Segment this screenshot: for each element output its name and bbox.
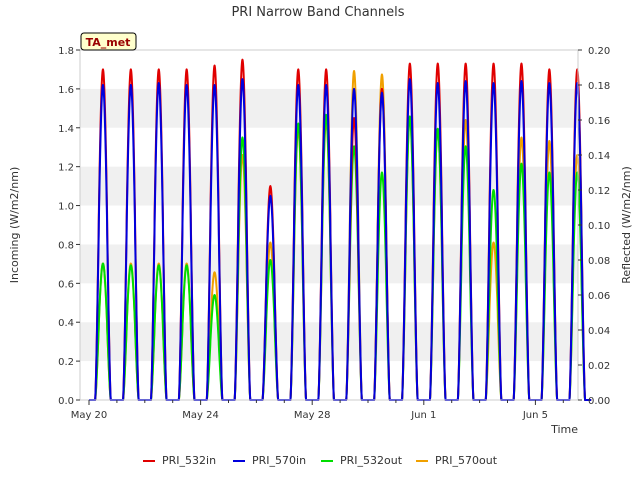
- y-right-tick-label: 0.18: [588, 81, 610, 92]
- y-right-tick-label: 0.12: [588, 186, 610, 197]
- x-tick-label: Jun 5: [522, 410, 548, 421]
- y-left-tick-label: 1.6: [58, 85, 74, 96]
- y-right-tick-label: 0.04: [588, 326, 610, 337]
- y-right-tick-label: 0.02: [588, 361, 610, 372]
- y-right-tick-label: 0.08: [588, 256, 610, 267]
- y-left-tick-label: 1.2: [58, 163, 74, 174]
- y-left-tick-label: 1.8: [58, 46, 74, 57]
- axes: 0.0 0.2 0.4 0.6 0.8 1.0 1.2 1.4 1.6 1.8 0.00 0.02 0.…: [58, 46, 610, 421]
- ta-met-badge: TA_met: [80, 32, 137, 51]
- x-axis-label: Time: [550, 423, 578, 436]
- y-left-tick-label: 1.4: [58, 124, 74, 135]
- y-right-tick-label: 0.00: [588, 396, 610, 407]
- y-right-tick-label: 0.16: [588, 116, 610, 127]
- ta-met-badge-label: TA_met: [86, 36, 131, 49]
- y-right-tick-label: 0.14: [588, 151, 610, 162]
- legend-label-pri_532out: PRI_532out: [340, 454, 403, 467]
- legend-label-pri_570in: PRI_570in: [252, 454, 306, 467]
- y-left-tick-label: 0.8: [58, 240, 74, 251]
- chart-title: PRI Narrow Band Channels: [231, 5, 404, 20]
- y-left-tick-label: 0.0: [58, 396, 74, 407]
- x-tick-label: Jun 1: [410, 410, 436, 421]
- y-left-tick-label: 1.0: [58, 202, 74, 213]
- y-right-tick-label: 0.20: [588, 46, 610, 57]
- y-right-tick-label: 0.10: [588, 221, 610, 232]
- y-left-tick-label: 0.4: [58, 318, 74, 329]
- x-tick-label: May 28: [294, 410, 331, 421]
- legend: PRI_532in PRI_570in PRI_532out PRI_570out: [143, 454, 498, 467]
- x-tick-label: May 24: [182, 410, 219, 421]
- legend-label-pri_532in: PRI_532in: [162, 454, 216, 467]
- x-tick-label: May 20: [71, 410, 108, 421]
- y-left-tick-label: 0.2: [58, 357, 74, 368]
- y-left-tick-label: 0.6: [58, 279, 74, 290]
- y-axis-left-label: Incoming (W/m2/nm): [8, 167, 21, 284]
- legend-label-pri_570out: PRI_570out: [435, 454, 498, 467]
- y-axis-right-label: Reflected (W/m2/nm): [620, 166, 633, 284]
- y-right-tick-label: 0.06: [588, 291, 610, 302]
